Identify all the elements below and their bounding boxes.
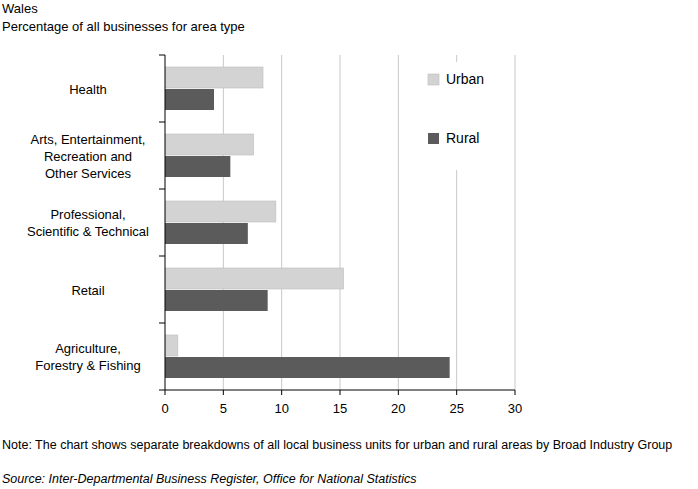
legend-label: Rural (446, 130, 479, 146)
x-tick (515, 390, 516, 395)
x-tick-label: 20 (391, 401, 405, 416)
category-label: Arts, Entertainment, Recreation and Other … (31, 132, 146, 181)
category-divider (159, 189, 165, 190)
x-tick-label: 0 (161, 401, 168, 416)
x-tick-label: 15 (333, 401, 347, 416)
bar (165, 357, 450, 378)
category-label-line: Recreation and (44, 149, 132, 164)
category-label: Agriculture, Forestry & Fishing (35, 341, 140, 373)
category-divider (159, 390, 165, 391)
bar (165, 89, 214, 110)
category-divider (159, 323, 165, 324)
grid-line (515, 55, 516, 390)
category-label: Professional, Scientific & Technical (27, 207, 149, 239)
x-tick (340, 390, 341, 395)
x-tick-label: 30 (508, 401, 522, 416)
category-label: Health (69, 82, 107, 97)
x-tick (456, 390, 457, 395)
chart: Wales Percentage of all businesses for ar… (0, 0, 698, 489)
x-tick-label: 10 (274, 401, 288, 416)
x-tick-label: 25 (449, 401, 463, 416)
bar (165, 201, 276, 222)
grid-line (281, 55, 282, 390)
bars (165, 67, 450, 378)
bar (165, 134, 254, 155)
subtitle: Percentage of all businesses for area ty… (2, 19, 245, 34)
bar (165, 290, 268, 311)
bar (165, 156, 230, 177)
bar (165, 223, 248, 244)
category-label-line: Retail (71, 283, 104, 298)
category-label-line: Forestry & Fishing (35, 358, 140, 373)
x-tick (165, 390, 166, 395)
legend-swatch (428, 74, 439, 85)
source: Source: Inter-Departmental Business Regi… (2, 472, 694, 486)
category-label-line: Other Services (45, 166, 131, 181)
category-label: Retail (71, 283, 104, 298)
category-label-line: Professional, (50, 207, 125, 222)
category-label-line: Health (69, 82, 107, 97)
x-tick (398, 390, 399, 395)
category-divider (159, 122, 165, 123)
grid-line (398, 55, 399, 390)
category-label-line: Scientific & Technical (27, 224, 149, 239)
title: Wales (2, 1, 38, 16)
grid-line (340, 55, 341, 390)
category-label-line: Agriculture, (55, 341, 121, 356)
legend-label: Urban (446, 71, 484, 87)
legend-box (418, 62, 510, 170)
bar (165, 335, 178, 356)
bar (165, 67, 263, 88)
legend-swatch (428, 133, 439, 144)
grid-line (223, 55, 224, 390)
y-axis (165, 55, 166, 390)
category-divider (159, 55, 165, 56)
x-tick-label: 5 (220, 401, 227, 416)
note: Note: The chart shows separate breakdown… (2, 438, 694, 453)
category-label-line: Arts, Entertainment, (31, 132, 146, 147)
category-divider (159, 256, 165, 257)
x-tick (281, 390, 282, 395)
x-tick (223, 390, 224, 395)
bar (165, 268, 344, 289)
